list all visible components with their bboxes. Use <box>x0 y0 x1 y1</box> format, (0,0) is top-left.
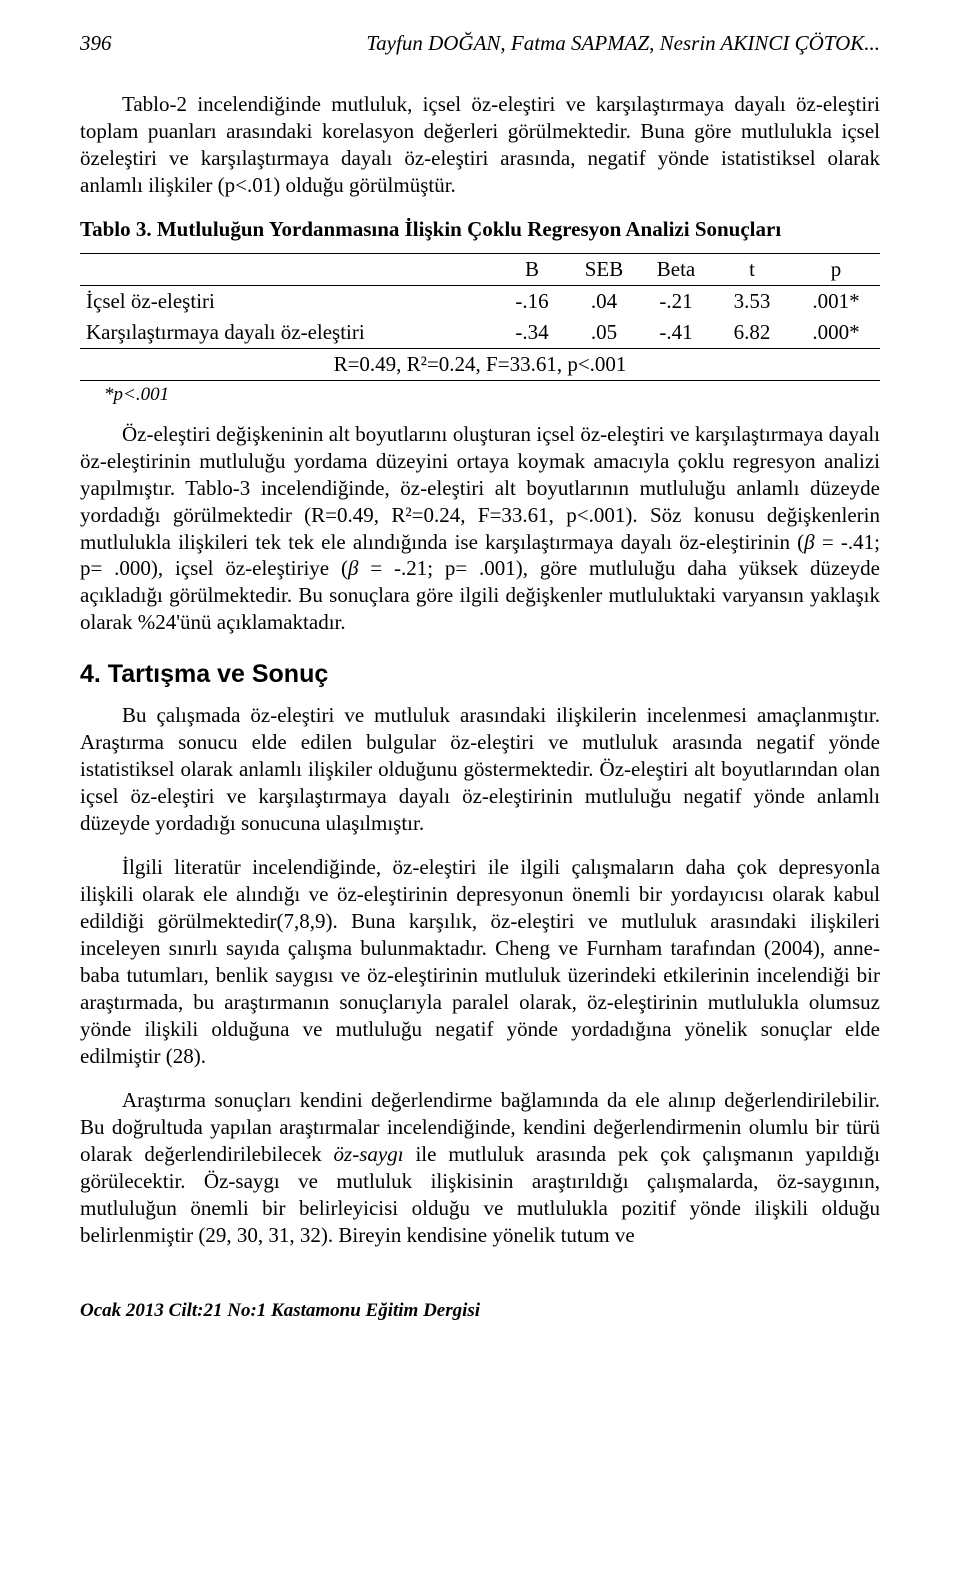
table3-row-1: İçsel öz-eleştiri -.16 .04 -.21 3.53 .00… <box>80 286 880 317</box>
table3-r1-SEB: .04 <box>568 286 640 317</box>
page-container: 396 Tayfun DOĞAN, Fatma SAPMAZ, Nesrin A… <box>0 0 960 1363</box>
section-heading: 4. Tartışma ve Sonuç <box>80 658 880 690</box>
paragraph-discussion-1: Bu çalışmada öz-eleştiri ve mutluluk ara… <box>80 702 880 836</box>
table3-r1-label: İçsel öz-eleştiri <box>80 286 496 317</box>
table3-col-p: p <box>792 254 880 285</box>
table3-r2-label: Karşılaştırmaya dayalı öz-eleştiri <box>80 317 496 348</box>
paragraph-discussion-3: Araştırma sonuçları kendini değerlendirm… <box>80 1087 880 1248</box>
paragraph-intro: Tablo-2 incelendiğinde mutluluk, içsel ö… <box>80 91 880 199</box>
table3-col-B: B <box>496 254 568 285</box>
paragraph-regression: Öz-eleştiri değişkeninin alt boyutlarını… <box>80 421 880 636</box>
table3-r2-p: .000* <box>792 317 880 348</box>
table3-r1-B: -.16 <box>496 286 568 317</box>
beta-symbol-1: β <box>804 530 814 554</box>
para2-pre: Öz-eleştiri değişkeninin alt boyutlarını… <box>80 422 880 554</box>
table3-model-summary: R=0.49, R²=0.24, F=33.61, p<.001 <box>80 349 880 380</box>
table3-r1-p: .001* <box>792 286 880 317</box>
table3-col-empty <box>80 254 496 285</box>
table3-col-t: t <box>712 254 792 285</box>
page-number: 396 <box>80 30 112 57</box>
table3-caption: Tablo 3. Mutluluğun Yordanmasına İlişkin… <box>80 216 880 243</box>
table3-col-SEB: SEB <box>568 254 640 285</box>
table3-model-summary-row: R=0.49, R²=0.24, F=33.61, p<.001 <box>80 349 880 380</box>
journal-footer: Ocak 2013 Cilt:21 No:1 Kastamonu Eğitim … <box>80 1299 880 1323</box>
table3-r1-t: 3.53 <box>712 286 792 317</box>
table3-row-2: Karşılaştırmaya dayalı öz-eleştiri -.34 … <box>80 317 880 348</box>
paragraph-discussion-2: İlgili literatür incelendiğinde, öz-eleş… <box>80 854 880 1069</box>
table3-r2-t: 6.82 <box>712 317 792 348</box>
para5-em: öz-saygı <box>334 1142 404 1166</box>
table3-rule-bottom <box>80 380 880 381</box>
table3: B SEB Beta t p İçsel öz-eleştiri -.16 .0… <box>80 253 880 381</box>
header-authors: Tayfun DOĞAN, Fatma SAPMAZ, Nesrin AKINC… <box>366 30 880 57</box>
table3-r2-Beta: -.41 <box>640 317 712 348</box>
table3-r2-B: -.34 <box>496 317 568 348</box>
table3-r1-Beta: -.21 <box>640 286 712 317</box>
beta-symbol-2: β <box>348 556 358 580</box>
table3-header-row: B SEB Beta t p <box>80 254 880 285</box>
table3-r2-SEB: .05 <box>568 317 640 348</box>
table3-col-Beta: Beta <box>640 254 712 285</box>
table3-note: *p<.001 <box>104 383 880 407</box>
running-header: 396 Tayfun DOĞAN, Fatma SAPMAZ, Nesrin A… <box>80 30 880 57</box>
